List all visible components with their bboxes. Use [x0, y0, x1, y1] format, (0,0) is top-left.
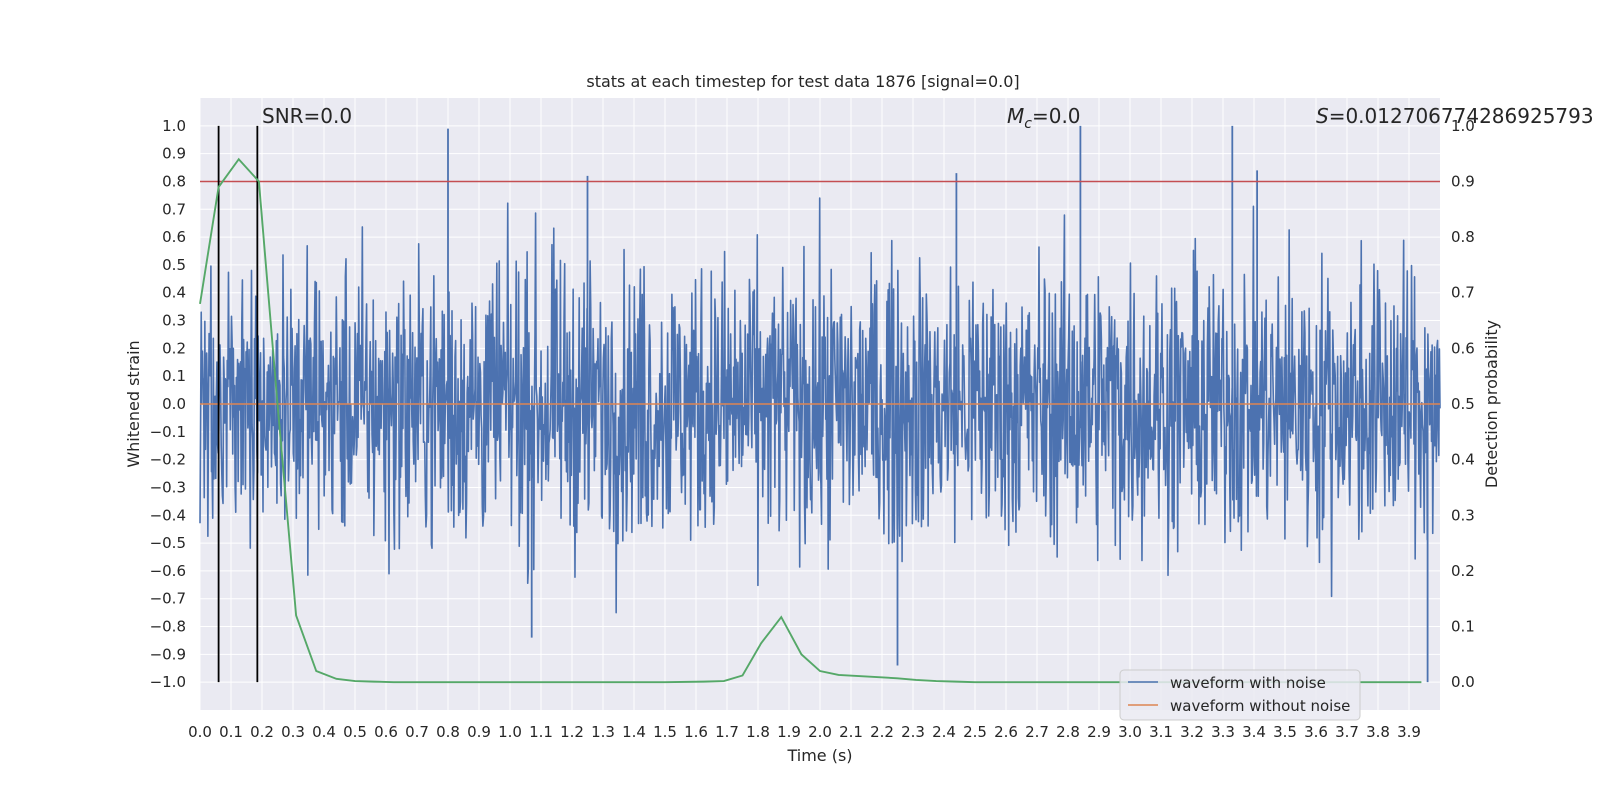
y-tick-label: −0.6 [150, 562, 186, 580]
x-tick-label: 2.4 [932, 723, 956, 741]
legend-box [1119, 669, 1361, 721]
x-tick-label: 2.6 [994, 723, 1018, 741]
y-tick-label: −0.7 [150, 590, 186, 608]
x-tick-label: 3.0 [1118, 723, 1142, 741]
x-tick-label: 0.3 [281, 723, 305, 741]
x-tick-label: 0.8 [436, 723, 460, 741]
s-symbol: S [1316, 104, 1329, 128]
x-tick-label: 2.7 [1025, 723, 1049, 741]
x-tick-label: 1.6 [684, 723, 708, 741]
y2-axis-label: Detection probability [1482, 320, 1501, 488]
y-tick-label: 0.3 [162, 312, 186, 330]
x-tick-label: 1.5 [653, 723, 677, 741]
x-tick-label: 0.2 [250, 723, 274, 741]
x-tick-label: 0.7 [405, 723, 429, 741]
y-tick-label: −0.9 [150, 645, 186, 663]
y-tick-label: 0.7 [162, 200, 186, 218]
x-tick-label: 3.4 [1242, 723, 1266, 741]
y-tick-label: −0.4 [150, 506, 186, 524]
y2-tick-label: 0.6 [1451, 339, 1475, 357]
x-tick-label: 3.5 [1273, 723, 1297, 741]
x-tick-label: 1.0 [498, 723, 522, 741]
legend-label-noise: waveform with noise [1170, 674, 1326, 692]
x-axis-label: Time (s) [786, 746, 852, 765]
x-tick-label: 1.1 [529, 723, 553, 741]
waveform-with-noise [199, 125, 1441, 683]
x-tick-label: 3.3 [1211, 723, 1235, 741]
y-tick-label: 0.0 [162, 395, 186, 413]
y-tick-label: −0.8 [150, 618, 186, 636]
legend: waveform with noise waveform without noi… [1119, 669, 1361, 721]
x-tick-label: 1.3 [591, 723, 615, 741]
x-tick-label: 1.8 [746, 723, 770, 741]
x-tick-label: 2.2 [870, 723, 894, 741]
x-tick-label: 2.0 [808, 723, 832, 741]
y2-tick-label: 0.1 [1451, 618, 1475, 636]
y-tick-label: 0.9 [162, 145, 186, 163]
y-axis-label: Whitened strain [124, 340, 143, 467]
y2-tick-label: 0.4 [1451, 451, 1475, 469]
x-tick-label: 1.2 [560, 723, 584, 741]
y-tick-label: −0.1 [150, 423, 186, 441]
x-tick-label: 3.9 [1397, 723, 1421, 741]
y-tick-label: −1.0 [150, 673, 186, 691]
y-tick-label: 1.0 [162, 117, 186, 135]
x-tick-label: 3.8 [1366, 723, 1390, 741]
y2-axis-ticks: 1.0 0.9 0.8 0.7 0.6 0.5 0.4 0.3 0.2 0.1 0.0 [1451, 117, 1475, 691]
y-tick-label: 0.6 [162, 228, 186, 246]
y-tick-label: 0.5 [162, 256, 186, 274]
snr-annotation: SNR=0.0 [262, 104, 352, 128]
y2-tick-label: 0.0 [1451, 673, 1475, 691]
y2-tick-label: 0.9 [1451, 172, 1475, 190]
y2-tick-label: 1.0 [1451, 117, 1475, 135]
y-axis-ticks: 1.0 0.9 0.8 0.7 0.6 0.5 0.4 0.3 0.2 0.1 0.0 −0.1 −0.… [150, 117, 186, 691]
y2-tick-label: 0.3 [1451, 506, 1475, 524]
y-tick-label: 0.1 [162, 367, 186, 385]
x-tick-label: 0.9 [467, 723, 491, 741]
mc-symbol: M [1007, 104, 1024, 128]
x-tick-label: 2.9 [1087, 723, 1111, 741]
y2-tick-label: 0.2 [1451, 562, 1475, 580]
vertical-markers [217, 125, 259, 683]
detection-probability-line [199, 157, 1422, 684]
x-tick-label: 3.7 [1335, 723, 1359, 741]
x-tick-label: 1.9 [777, 723, 801, 741]
y-tick-label: −0.5 [150, 534, 186, 552]
x-tick-label: 0.5 [343, 723, 367, 741]
x-tick-label: 2.5 [963, 723, 987, 741]
y2-tick-label: 0.7 [1451, 284, 1475, 302]
x-tick-label: 3.2 [1180, 723, 1204, 741]
x-tick-label: 3.1 [1149, 723, 1173, 741]
x-tick-label: 0.4 [312, 723, 336, 741]
x-tick-label: 2.8 [1056, 723, 1080, 741]
mc-subscript: c [1024, 116, 1032, 132]
x-tick-label: 1.7 [715, 723, 739, 741]
y-tick-label: 0.8 [162, 172, 186, 190]
y-tick-label: 0.4 [162, 284, 186, 302]
x-axis-ticks: 0.0 0.1 0.2 0.3 0.4 0.5 0.6 0.7 0.8 0.9 1.0 1.1 1.2 1… [188, 723, 1421, 741]
y-tick-label: −0.3 [150, 478, 186, 496]
s-value: =0.012706774286925793 [1329, 104, 1594, 128]
y-tick-label: −0.2 [150, 451, 186, 469]
detection-probability-series [199, 157, 1422, 684]
mc-value: =0.0 [1032, 104, 1081, 128]
waveform-noise-path [199, 197, 1441, 614]
y2-tick-label: 0.5 [1451, 395, 1475, 413]
x-tick-label: 1.4 [622, 723, 646, 741]
x-tick-label: 0.1 [219, 723, 243, 741]
chart-title: stats at each timestep for test data 187… [586, 72, 1019, 91]
mc-annotation: Mc=0.0 [1007, 104, 1081, 132]
y-tick-label: 0.2 [162, 339, 186, 357]
x-tick-label: 2.3 [901, 723, 925, 741]
y2-tick-label: 0.8 [1451, 228, 1475, 246]
x-tick-label: 0.6 [374, 723, 398, 741]
x-tick-label: 3.6 [1304, 723, 1328, 741]
x-tick-label: 0.0 [188, 723, 212, 741]
s-annotation: S=0.012706774286925793 [1316, 104, 1594, 128]
legend-label-clean: waveform without noise [1170, 697, 1350, 715]
x-tick-label: 2.1 [839, 723, 863, 741]
